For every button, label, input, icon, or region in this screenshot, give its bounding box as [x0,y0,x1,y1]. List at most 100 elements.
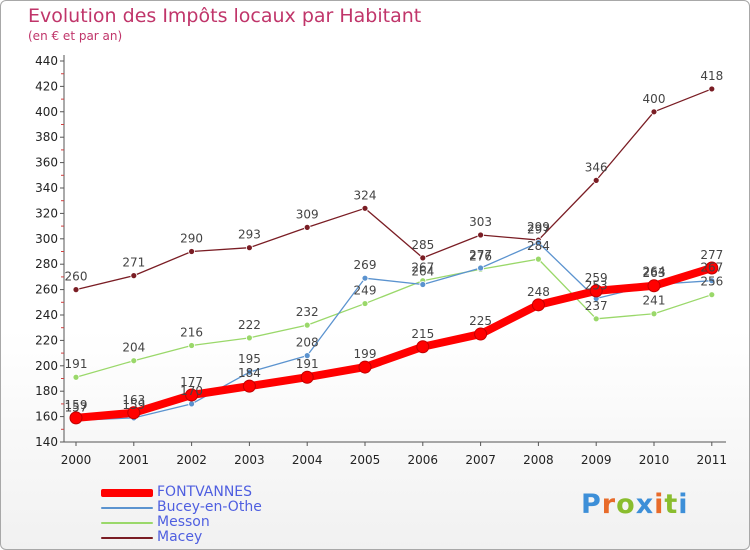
chart-subtitle: (en € et par an) [28,29,123,43]
data-label: 260 [65,270,88,284]
data-point [69,411,83,425]
legend-label: FONTVANNES [157,484,253,500]
data-label: 225 [469,314,492,328]
data-point [477,231,485,239]
data-point [589,284,603,298]
data-label: 215 [411,327,434,341]
data-point [300,370,314,384]
x-tick-label: 2002 [176,453,207,467]
data-point [419,281,427,288]
legend-swatch [101,522,153,524]
data-label: 284 [527,239,550,253]
legend-item: FONTVANNES [101,484,321,500]
data-label: 297 [527,223,550,237]
data-point [647,279,661,293]
data-point [535,239,542,247]
data-label: 309 [296,207,319,221]
data-point [188,248,196,255]
data-point [185,388,199,402]
data-point [245,244,253,252]
data-point [650,108,658,116]
data-label: 276 [469,249,492,263]
data-point [130,272,138,280]
data-point [127,406,141,420]
x-tick-label: 2005 [350,453,381,467]
legend-swatch [101,507,153,509]
data-label: 159 [122,398,145,412]
data-label: 418 [700,69,723,83]
data-label: 248 [527,285,550,299]
data-label: 290 [180,232,203,246]
data-label: 199 [354,347,377,361]
x-tick-label: 2007 [465,453,496,467]
data-point [303,352,311,360]
x-tick-label: 2003 [234,453,265,467]
data-label: 177 [180,375,203,389]
data-point [531,298,545,312]
legend-label: Messon [157,514,210,530]
data-label: 249 [354,284,377,298]
data-point [708,85,716,93]
logo-letter: P [581,489,602,520]
data-point [72,286,80,294]
data-point [361,204,369,212]
data-label: 157 [65,400,88,414]
data-label: 241 [643,294,666,308]
data-label: 267 [700,261,723,275]
series-line-fontvannes [72,264,716,422]
legend-label: Macey [157,529,203,545]
series-line-bucey-en-othe [75,241,713,422]
data-label: 253 [585,278,608,292]
data-label: 285 [411,238,434,252]
y-tick-label: 320 [35,206,58,220]
data-label: 293 [238,228,261,242]
data-point [419,254,427,262]
x-tick-label: 2009 [581,453,612,467]
data-point [535,255,542,263]
y-tick-label: 260 [35,283,58,297]
legend-label: Bucey-en-Othe [157,499,262,515]
legend-item: Bucey-en-Othe [101,499,321,515]
data-label: 170 [180,384,203,398]
y-tick-label: 380 [35,130,58,144]
data-point [592,315,600,323]
logo-letter: t [664,489,679,520]
x-tick-label: 2000 [61,453,92,467]
y-tick-label: 340 [35,181,58,195]
data-label: 264 [411,265,434,279]
data-label: 259 [585,271,608,285]
data-point [242,379,256,393]
data-label: 346 [585,160,608,174]
data-point [361,300,369,307]
legend: FONTVANNES Bucey-en-Othe Messon Macey [101,484,321,545]
y-tick-label: 240 [35,308,58,322]
data-point [188,342,196,349]
y-tick-label: 220 [35,333,58,347]
proxiti-logo: Proxiti [581,489,689,520]
data-point [474,327,488,341]
data-point [245,334,253,342]
y-tick-label: 180 [35,384,58,398]
data-point [358,360,372,374]
y-tick-label: 420 [35,79,58,93]
data-label: 303 [469,215,492,229]
data-label: 324 [354,188,377,202]
data-label: 208 [296,336,319,350]
data-label: 277 [469,248,492,262]
y-tick-label: 300 [35,232,58,246]
y-tick-label: 200 [35,359,58,373]
x-tick-label: 2010 [639,453,670,467]
data-label: 400 [643,92,666,106]
data-point [592,176,600,184]
logo-letter: o [616,489,636,520]
data-point [72,373,80,381]
data-point [245,368,253,376]
x-tick-label: 2006 [408,453,439,467]
data-label: 267 [411,261,434,275]
data-point [708,277,716,285]
y-tick-label: 140 [35,435,58,449]
data-point [705,261,719,275]
data-label: 191 [296,357,319,371]
